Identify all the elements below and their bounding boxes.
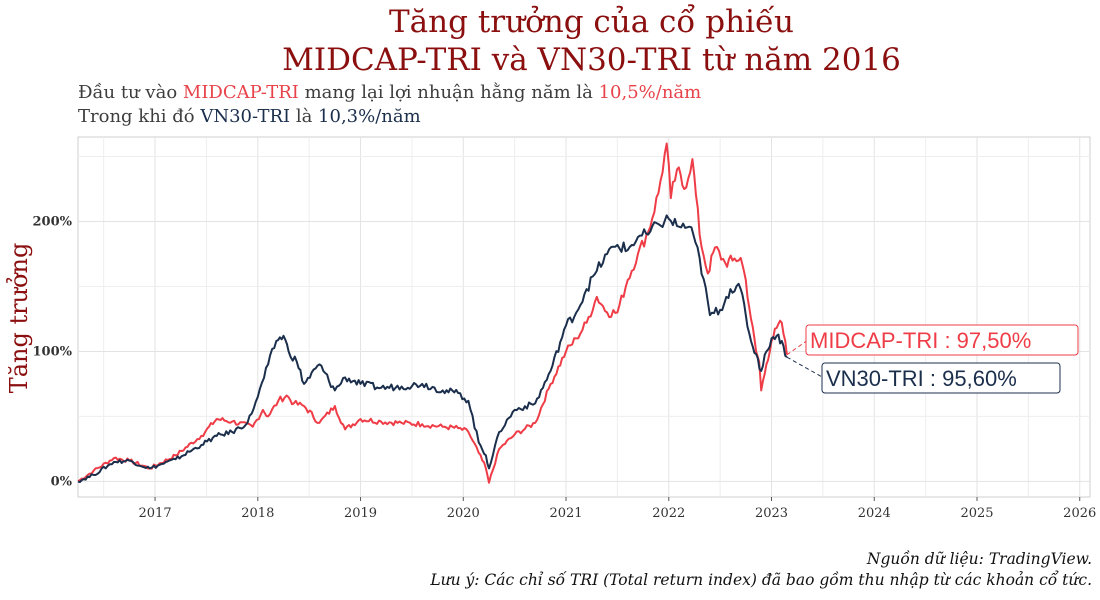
subtitle-text: Đầu tư vào (78, 82, 183, 103)
end-labels: MIDCAP-TRI : 97,50% VN30-TRI : 95,60% (786, 324, 1079, 394)
x-tick-label: 2023 (755, 506, 788, 521)
label-connector (786, 356, 825, 379)
chart-title-line1: Tăng trưởng của cổ phiếu (389, 4, 794, 40)
y-tick-label: 0% (51, 474, 73, 489)
y-tick-label: 100% (33, 344, 73, 359)
source-caption: Nguồn dữ liệu: TradingView. (866, 550, 1092, 568)
x-tick-label: 2019 (344, 506, 377, 521)
label-connector (786, 339, 809, 356)
end-label-midcap-tri: MIDCAP-TRI : 97,50% (810, 328, 1031, 353)
end-label-box (821, 362, 1061, 394)
subtitle-midcap-name: MIDCAP-TRI (182, 82, 299, 103)
y-axis: 0% 100% 200% (33, 214, 73, 489)
subtitle-vn30-name: VN30-TRI (200, 106, 291, 127)
chart-title-line2: MIDCAP-TRI và VN30-TRI từ năm 2016 (282, 42, 901, 78)
subtitle-midcap-return: 10,5%/năm (598, 82, 702, 103)
subtitle-text: Trong khi đó (78, 106, 201, 127)
end-label-box (805, 324, 1079, 356)
x-tick-label: 2020 (447, 506, 480, 521)
x-tick-label: 2017 (139, 506, 172, 521)
subtitle-text: mang lại lợi nhuận hằng năm là (298, 82, 599, 103)
subtitle-line2: Trong khi đó VN30-TRI là 10,3%/năm (78, 106, 421, 127)
x-tick-label: 2026 (1063, 506, 1096, 521)
y-axis-label: Tăng trưởng (5, 243, 33, 394)
x-axis: 2017 2018 2019 2020 2021 2022 2023 2024 2025 2026 (139, 497, 1096, 521)
y-tick-label: 200% (33, 214, 73, 229)
x-tick-label: 2022 (652, 506, 685, 521)
end-label-vn30-tri: VN30-TRI : 95,60% (826, 366, 1017, 391)
subtitle-line1: Đầu tư vào MIDCAP-TRI mang lại lợi nhuận… (78, 82, 701, 103)
x-tick-label: 2021 (549, 506, 582, 521)
x-tick-label: 2024 (858, 506, 891, 521)
note-caption: Lưu ý: Các chỉ số TRI (Total return inde… (430, 571, 1092, 589)
grid-lines (78, 137, 1090, 497)
series-line-midcap-tri (77, 142, 788, 484)
subtitle-vn30-return: 10,3%/năm (318, 106, 421, 127)
plot-area (77, 136, 1091, 498)
x-tick-label: 2025 (960, 506, 993, 521)
x-tick-label: 2018 (241, 506, 274, 521)
subtitle-text: là (290, 106, 319, 127)
series-line-vn30-tri (77, 214, 788, 484)
series-lines (77, 142, 788, 484)
